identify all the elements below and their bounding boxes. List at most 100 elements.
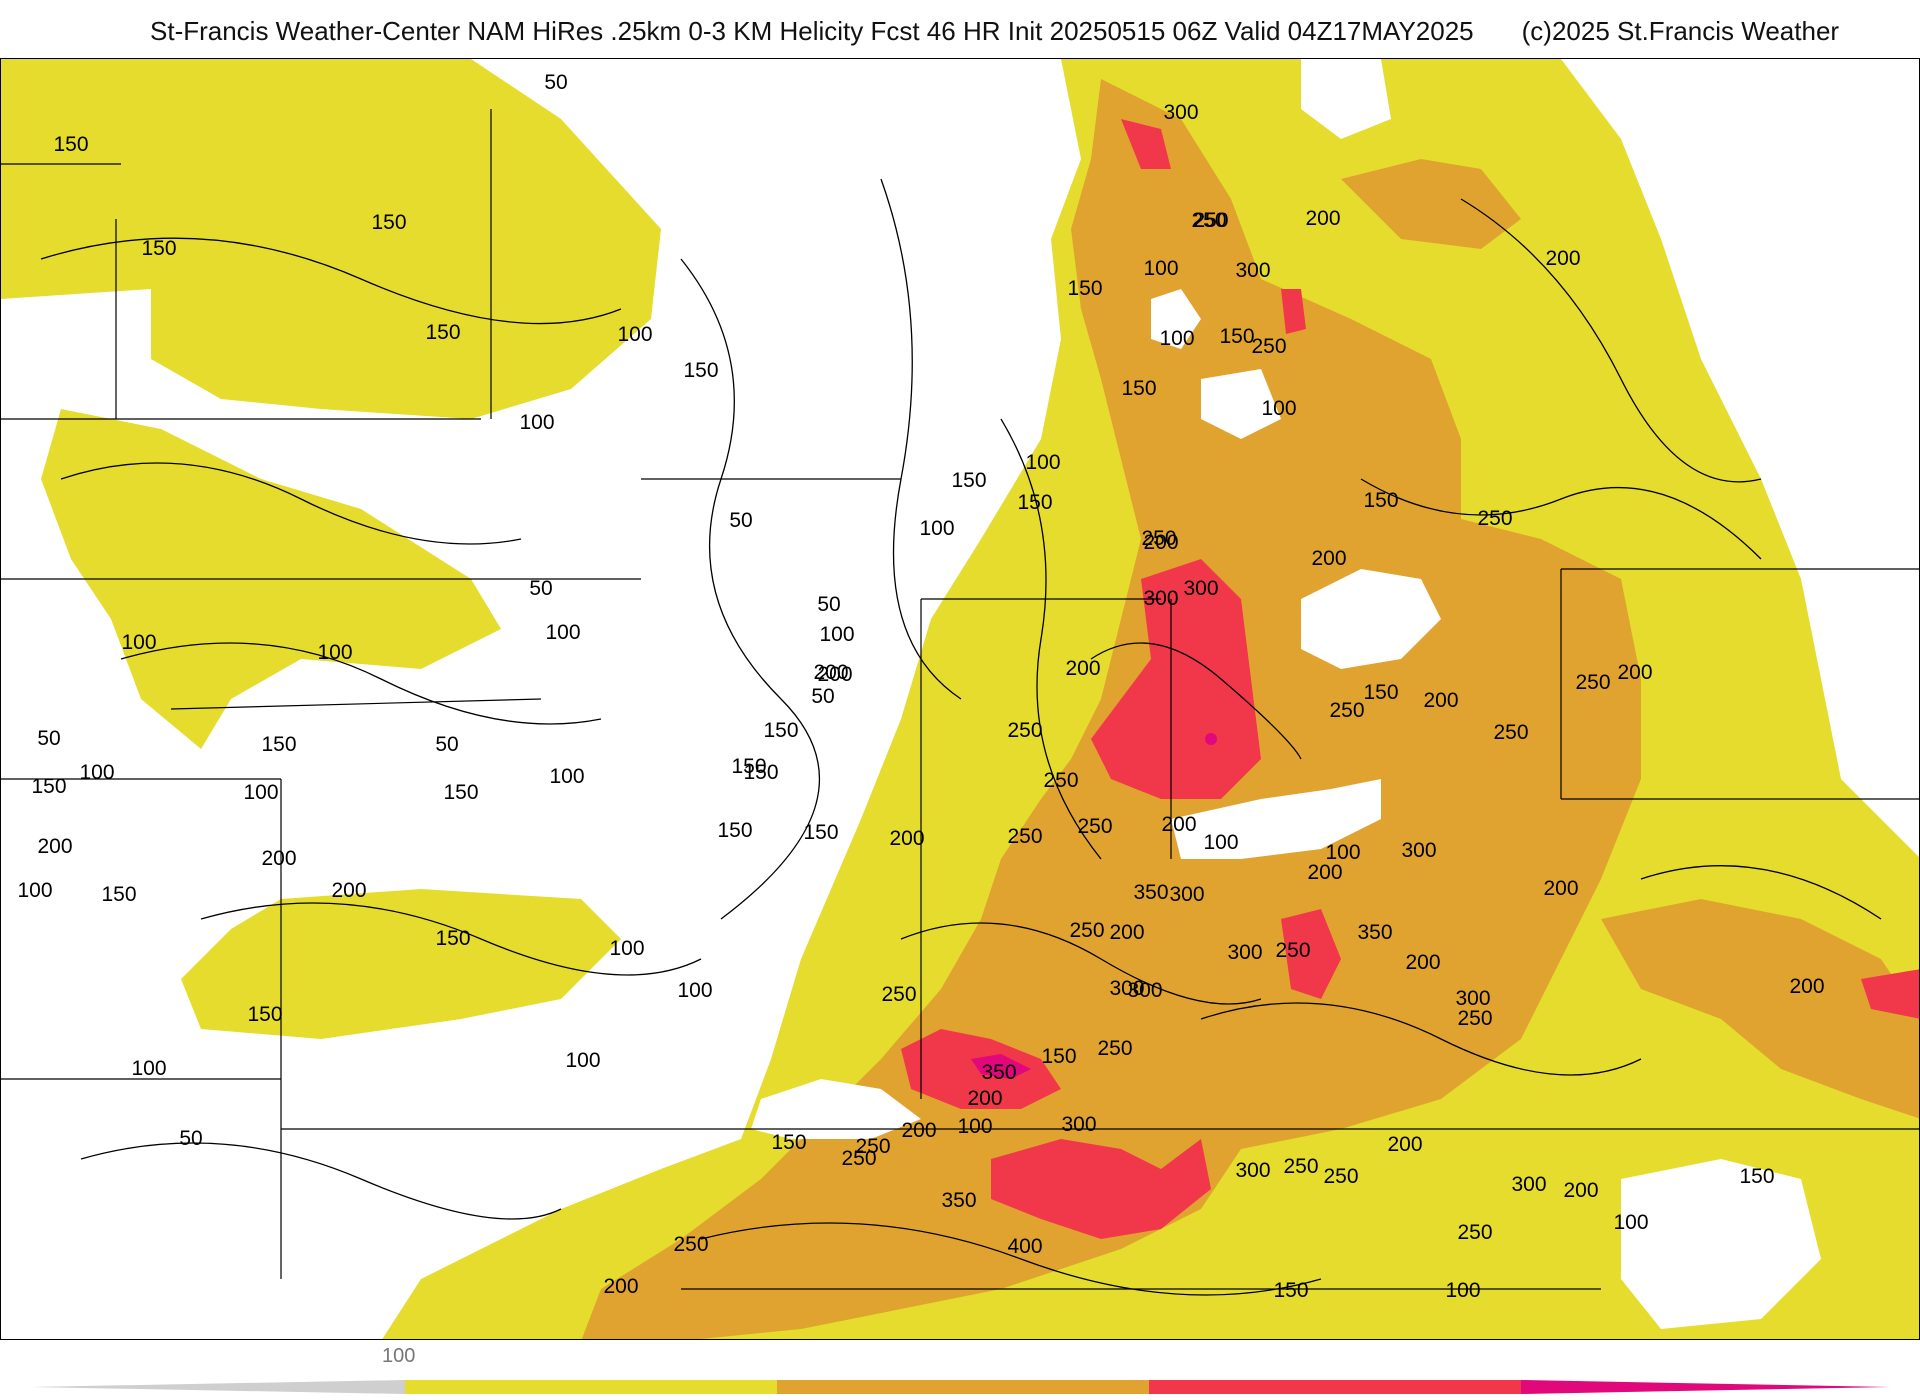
helicity-fill-200 (581, 79, 1919, 1339)
contour-label: 300 (1235, 259, 1270, 282)
contour-label: 250 (1275, 939, 1310, 962)
map-title: St-Francis Weather-Center NAM HiRes .25k… (150, 16, 1474, 46)
contour-label: 150 (1273, 1279, 1308, 1302)
contour-label: 300 (1169, 883, 1204, 906)
contour-label: 250 (1575, 671, 1610, 694)
contour-label: 50 (435, 733, 458, 756)
contour-label: 250 (1329, 699, 1364, 722)
contour-label: 100 (919, 517, 954, 540)
contour-label: 250 (881, 983, 916, 1006)
contour-label: 200 (1543, 877, 1578, 900)
contour-label: 200 (1311, 547, 1346, 570)
contour-label: 200 (1109, 921, 1144, 944)
helicity-fill-400 (971, 733, 1217, 1079)
contour-label: 100 (1025, 451, 1060, 474)
contour-label: 50 (179, 1127, 202, 1150)
contour-label: 50 (529, 577, 552, 600)
contour-label: 200 (1789, 975, 1824, 998)
contour-label: 200 (603, 1275, 638, 1298)
contour-label: 50 (817, 593, 840, 616)
contour-label: 200 (1387, 1133, 1422, 1156)
contour-label: 100 (317, 641, 352, 664)
contour-label: 350 (941, 1189, 976, 1212)
contour-label: 150 (443, 781, 478, 804)
contour-label: 300 (1163, 101, 1198, 124)
contour-label: 300 (1227, 941, 1262, 964)
contour-label: 350 (981, 1061, 1016, 1084)
contour-label: 150 (371, 211, 406, 234)
contour-label: 100 (243, 781, 278, 804)
contour-label: 150 (1041, 1045, 1076, 1068)
colorbar-segment-200 (777, 1380, 1149, 1394)
contour-label: 100 (79, 761, 114, 784)
helicity-contours (40, 178, 1882, 1296)
contour-label: 150 (435, 927, 470, 950)
helicity-map: 50 150 150 150 150 100 150 100 50 50 100… (0, 58, 1920, 1340)
contour-label: 200 (1563, 1179, 1598, 1202)
contour-label: 250 (1193, 209, 1228, 232)
contour-label: 150 (1017, 491, 1052, 514)
contour-label: 200 (817, 663, 852, 686)
contour-label: 100 (1143, 257, 1178, 280)
contour-label: 200 (261, 847, 296, 870)
contour-label: 100 (1325, 841, 1360, 864)
contour-label: 50 (811, 685, 834, 708)
contour-label: 250 (673, 1233, 708, 1256)
contour-label: 100 (609, 937, 644, 960)
colorbar-segment-400 (1521, 1380, 1890, 1394)
contour-label: 100 (17, 879, 52, 902)
contour-label: 150 (1219, 325, 1254, 348)
contour-label: 250 (1007, 719, 1042, 742)
contour-label: 300 (1511, 1173, 1546, 1196)
colorbar-segment-300 (1149, 1380, 1521, 1394)
contour-label: 200 (889, 827, 924, 850)
contour-label: 100 (1261, 397, 1296, 420)
contour-label: 250 (1477, 507, 1512, 530)
contour-label: 200 (37, 835, 72, 858)
contour-label: 150 (261, 733, 296, 756)
contour-label: 150 (101, 883, 136, 906)
contour-label: 200 (1307, 861, 1342, 884)
contour-label: 200 (1305, 207, 1340, 230)
contour-label: 150 (717, 819, 752, 842)
contour-labels: 50 150 150 150 150 100 150 100 50 50 100… (17, 71, 1824, 1302)
contour-label: 150 (743, 761, 778, 784)
contour-label: 300 (1235, 1159, 1270, 1182)
contour-label: 100 (519, 411, 554, 434)
contour-label: 250 (1043, 769, 1078, 792)
contour-label: 250 (1077, 815, 1112, 838)
contour-label: 200 (1405, 951, 1440, 974)
contour-label: 100 (819, 623, 854, 646)
map-title-bar: St-Francis Weather-Center NAM HiRes .25k… (150, 16, 1910, 54)
contour-label: 150 (53, 133, 88, 156)
contour-label: 250 (1457, 1221, 1492, 1244)
colorbar-tick-label: 100 (382, 1345, 416, 1367)
contour-label: 150 (1363, 489, 1398, 512)
contour-label: 250 (1251, 335, 1286, 358)
contour-label: 200 (1065, 657, 1100, 680)
contour-label: 200 (901, 1119, 936, 1142)
contour-label: 100 (565, 1049, 600, 1072)
contour-label: 150 (763, 719, 798, 742)
contour-label: 100 (1613, 1211, 1648, 1234)
contour-label: 250 (841, 1147, 876, 1170)
contour-label: 300 (1061, 1113, 1096, 1136)
contour-label: 150 (247, 1003, 282, 1026)
contour-label: 100 (549, 765, 584, 788)
contour-label: 250 (1323, 1165, 1358, 1188)
contour-label: 400 (1007, 1235, 1042, 1258)
contour-label: 150 (951, 469, 986, 492)
contour-label: 200 (1423, 689, 1458, 712)
contour-label: 50 (544, 71, 567, 94)
contour-label: 150 (1739, 1165, 1774, 1188)
contour-label: 250 (855, 1135, 890, 1158)
contour-label: 250 (1097, 1037, 1132, 1060)
contour-label: 200 (967, 1087, 1002, 1110)
contour-label: 150 (31, 775, 66, 798)
contour-label: 300 (1455, 987, 1490, 1010)
contour-label: 150 (1121, 377, 1156, 400)
contour-label: 150 (1067, 277, 1102, 300)
contour-label: 100 (677, 979, 712, 1002)
contour-label: 200 (813, 661, 848, 684)
contour-label: 250 (1283, 1155, 1318, 1178)
